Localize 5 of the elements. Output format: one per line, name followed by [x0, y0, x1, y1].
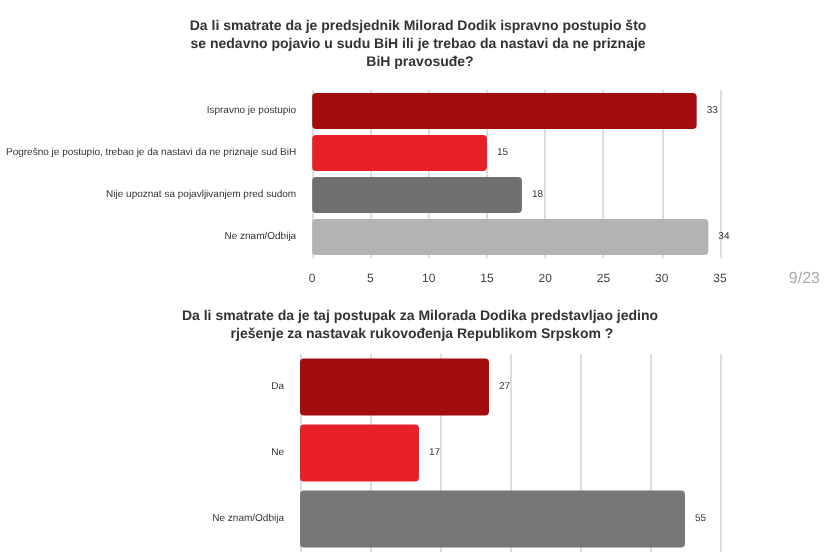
bar: [312, 134, 487, 172]
bar: [312, 92, 697, 130]
text: 9/23: [788, 269, 822, 287]
bar: [312, 176, 522, 214]
bar: [312, 218, 709, 256]
